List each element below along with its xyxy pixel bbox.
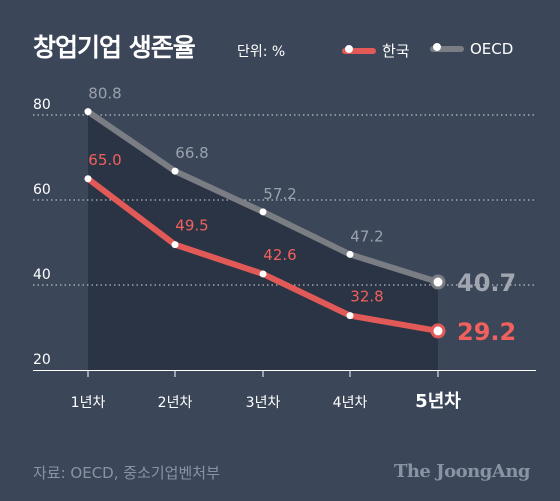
korea-point-3	[259, 270, 267, 278]
legend-korea-marker	[342, 44, 376, 54]
oecd-data-label-3: 57.2	[263, 185, 296, 203]
oecd-data-label-1: 80.8	[88, 85, 121, 103]
y-tick-label-40: 40	[33, 267, 51, 283]
korea-point-4	[346, 312, 354, 320]
x-tick-label-1: 1년차	[71, 395, 106, 411]
y-tick-label-20: 20	[33, 352, 51, 368]
x-tick-label-3: 3년차	[246, 395, 281, 411]
oecd-data-label-4: 47.2	[350, 227, 383, 245]
oecd-point-2	[171, 167, 179, 175]
x-tick-label-2: 2년차	[158, 395, 193, 411]
x-tick-label-5: 5년차	[415, 391, 461, 412]
brand-logo: The JoongAng	[393, 461, 531, 482]
korea-point-5	[430, 323, 446, 339]
oecd-data-label-2: 66.8	[175, 144, 208, 162]
oecd-data-label-5: 40.7	[457, 269, 516, 297]
korea-data-label-2: 49.5	[175, 217, 208, 235]
oecd-point-5	[430, 274, 446, 290]
oecd-point-3	[259, 208, 267, 216]
unit-label: 단위: %	[237, 44, 286, 60]
korea-data-label-3: 42.6	[263, 246, 296, 264]
source-note: 자료: OECD, 중소기업벤처부	[33, 464, 220, 482]
chart-title: 창업기업 생존율	[33, 33, 196, 62]
korea-point-1	[84, 175, 92, 183]
y-tick-label-60: 60	[33, 182, 51, 198]
legend-oecd: OECD	[430, 40, 513, 58]
legend-korea-label: 한국	[382, 42, 410, 60]
legend-oecd-label: OECD	[470, 40, 514, 58]
korea-data-label-4: 32.8	[350, 288, 383, 306]
legend-korea: 한국	[342, 40, 410, 61]
y-tick-label-80: 80	[33, 97, 51, 113]
legend-oecd-marker	[430, 43, 464, 52]
x-tick-label-4: 4년차	[333, 395, 368, 411]
korea-point-2	[171, 241, 179, 249]
oecd-point-1	[84, 108, 92, 116]
korea-data-label-5: 29.2	[457, 318, 516, 346]
korea-data-label-1: 65.0	[88, 151, 121, 169]
oecd-area	[88, 111, 438, 370]
oecd-point-4	[346, 250, 354, 258]
